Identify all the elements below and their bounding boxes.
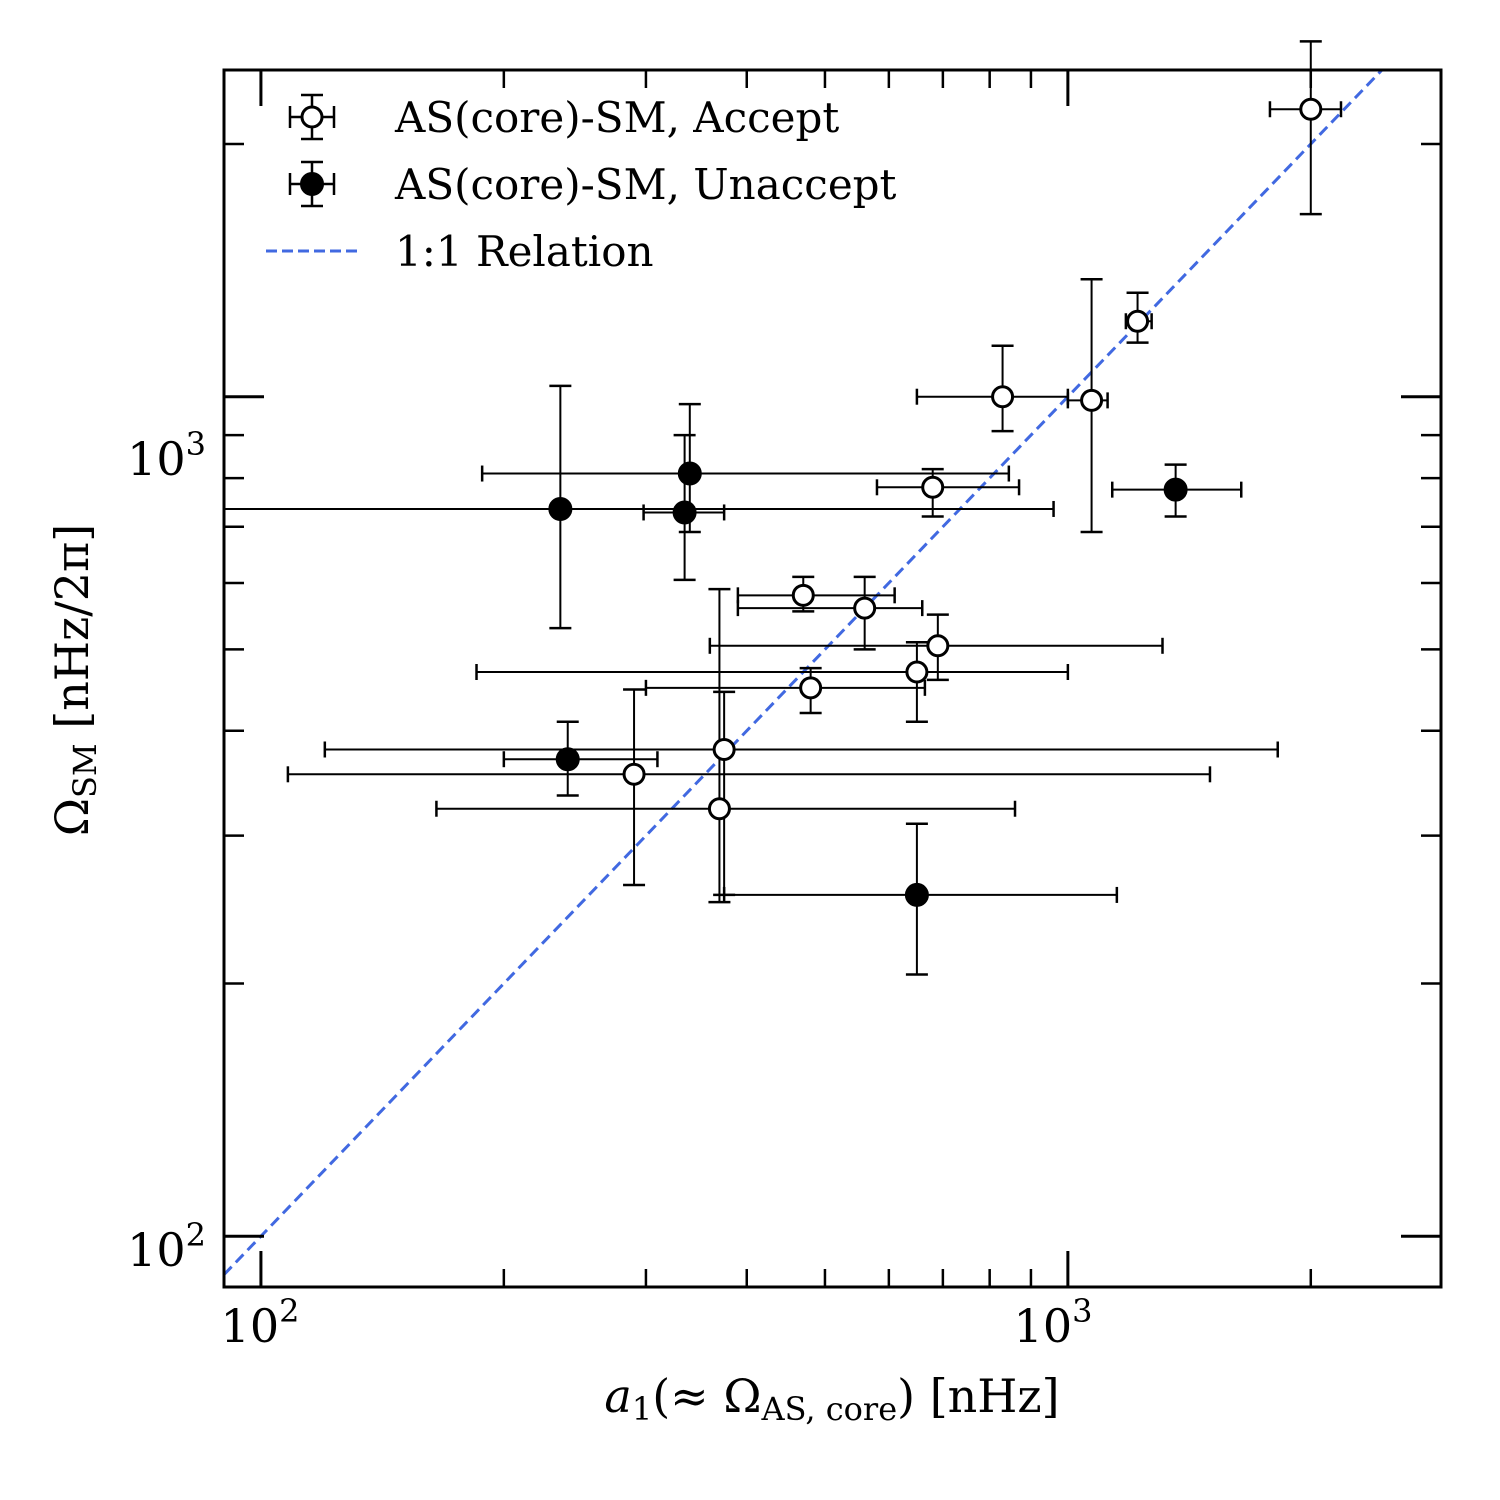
data-point-accept	[791, 583, 815, 607]
legend-entry-accept: AS(core)-SM, Accept	[288, 93, 839, 142]
x-tick-label-100: 102	[221, 1292, 300, 1353]
data-point-accept	[1126, 309, 1150, 333]
y-axis-label: ΩSM [nHz/2π]	[45, 524, 104, 836]
data-point-accept	[707, 797, 731, 821]
legend-label-accept: AS(core)-SM, Accept	[394, 93, 839, 142]
data-point-unaccept	[672, 500, 697, 525]
data-point-accept	[853, 596, 877, 620]
data-point-accept	[799, 676, 823, 700]
legend: AS(core)-SM, Accept AS(core)-SM, Unaccep…	[266, 93, 897, 276]
data-point-unaccept	[1163, 477, 1188, 502]
data-point-accept	[905, 660, 929, 684]
plot-area	[222, 40, 1383, 1276]
legend-label-unaccept: AS(core)-SM, Unaccept	[394, 160, 897, 209]
data-point-accept	[712, 737, 736, 761]
data-point-unaccept	[904, 882, 929, 907]
data-point-accept	[622, 762, 646, 786]
axis-ticks	[224, 70, 1441, 1287]
x-axis-label: a1(≈ ΩAS, core) [nHz]	[604, 1369, 1059, 1428]
data-point-accept	[1299, 97, 1323, 121]
legend-label-one-to-one: 1:1 Relation	[395, 227, 654, 276]
x-tick-label-1000: 103	[1014, 1292, 1093, 1353]
legend-open-marker	[300, 105, 324, 129]
data-point-unaccept	[677, 461, 702, 486]
y-tick-label-100: 102	[127, 1216, 206, 1277]
data-point-accept	[1080, 388, 1104, 412]
legend-entry-one-to-one: 1:1 Relation	[266, 227, 654, 276]
legend-entry-unaccept: AS(core)-SM, Unaccept	[288, 160, 897, 209]
data-point-accept	[991, 385, 1015, 409]
y-tick-label-1000: 103	[127, 425, 206, 486]
legend-filled-marker	[300, 172, 324, 196]
data-point-unaccept	[548, 496, 573, 521]
data-point-unaccept	[555, 747, 580, 772]
data-point-accept	[926, 634, 950, 658]
series-unaccept	[224, 384, 1243, 976]
plot-frame	[222, 68, 1443, 1289]
series-accept	[286, 40, 1343, 904]
data-point-accept	[921, 475, 945, 499]
